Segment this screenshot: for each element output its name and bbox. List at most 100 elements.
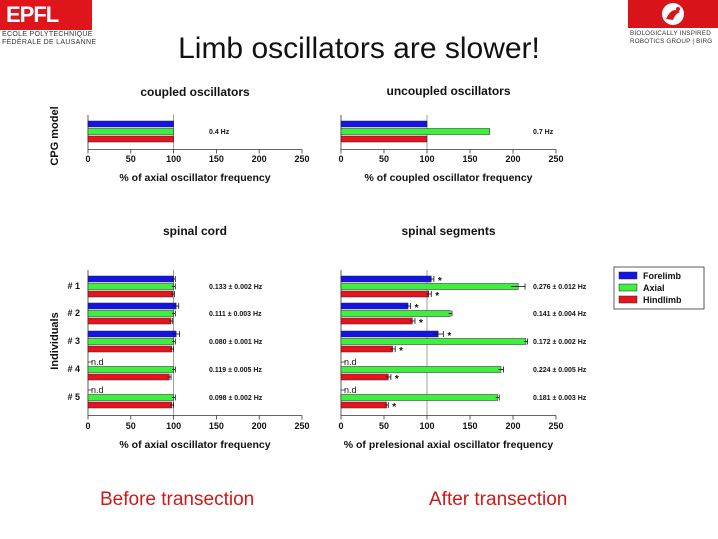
frequency-label: 0.141 ± 0.004 Hz bbox=[533, 311, 587, 318]
row-label: # 2 bbox=[67, 308, 80, 318]
x-tick-label: 100 bbox=[166, 154, 181, 164]
x-tick-label: 150 bbox=[209, 421, 224, 431]
x-tick-label: 150 bbox=[209, 154, 224, 164]
frequency-label: 0.119 ± 0.005 Hz bbox=[209, 367, 262, 374]
nd-label: n.d bbox=[91, 385, 104, 395]
x-tick-label: 0 bbox=[85, 154, 90, 164]
epfl-logo-line1: ÉCOLE POLYTECHNIQUE bbox=[2, 31, 93, 38]
panel-title: spinal cord bbox=[163, 224, 227, 238]
x-tick-label: 100 bbox=[419, 421, 434, 431]
bar-hindlimb bbox=[87, 317, 172, 325]
bar-hindlimb bbox=[87, 290, 173, 298]
bar-axial bbox=[340, 338, 527, 345]
bar-forelimb bbox=[87, 120, 174, 128]
x-tick-label: 250 bbox=[294, 154, 309, 164]
significance-star: * bbox=[392, 402, 396, 413]
frequency-label: 0.080 ± 0.001 Hz bbox=[209, 339, 263, 346]
x-tick-label: 150 bbox=[462, 154, 477, 164]
bar-axial bbox=[340, 283, 519, 290]
x-tick-label: 200 bbox=[252, 154, 267, 164]
nd-label: n.d bbox=[91, 357, 104, 367]
epfl-logo: EPFL ÉCOLE POLYTECHNIQUE FÉDÉRALE DE LAU… bbox=[0, 0, 97, 48]
birg-logo-bar bbox=[628, 0, 718, 28]
significance-star: * bbox=[415, 303, 419, 314]
legend-label-hindlimb: Hindlimb bbox=[643, 295, 682, 305]
bar-hindlimb bbox=[87, 401, 173, 409]
frequency-label: 0.7 Hz bbox=[533, 129, 554, 136]
x-tick-label: 150 bbox=[462, 421, 477, 431]
significance-star: * bbox=[438, 276, 442, 287]
row-label: # 4 bbox=[67, 364, 80, 374]
legend-swatch-hindlimb bbox=[618, 295, 638, 304]
bar-forelimb bbox=[340, 330, 439, 338]
bar-hindlimb bbox=[340, 345, 393, 353]
bar-axial bbox=[340, 394, 498, 401]
legend-label-forelimb: Forelimb bbox=[643, 271, 682, 281]
bar-forelimb bbox=[87, 275, 174, 283]
bar-hindlimb bbox=[340, 135, 428, 143]
nd-label: n.d bbox=[344, 357, 357, 367]
significance-star: * bbox=[419, 318, 423, 329]
x-tick-label: 100 bbox=[166, 421, 181, 431]
bar-hindlimb bbox=[340, 401, 387, 409]
bar-hindlimb bbox=[87, 135, 174, 143]
frequency-label: 0.276 ± 0.012 Hz bbox=[533, 284, 587, 291]
frequency-label: 0.111 ± 0.003 Hz bbox=[209, 311, 262, 318]
row-label: # 3 bbox=[67, 336, 80, 346]
panel-title: coupled oscillators bbox=[140, 85, 250, 99]
panel-title: spinal segments bbox=[401, 224, 495, 238]
x-tick-label: 0 bbox=[338, 154, 343, 164]
epfl-logo-line2: FÉDÉRALE DE LAUSANNE bbox=[2, 39, 97, 46]
x-axis-label: % of coupled oscillator frequency bbox=[364, 172, 532, 184]
birg-logo-line1: BIOLOGICALLY INSPIRED bbox=[630, 30, 711, 37]
x-tick-label: 100 bbox=[419, 154, 434, 164]
bar-axial bbox=[340, 310, 451, 317]
x-tick-label: 200 bbox=[505, 154, 520, 164]
cpg-model-ylabel: CPG model bbox=[49, 106, 61, 165]
x-tick-label: 250 bbox=[294, 421, 309, 431]
bar-forelimb bbox=[340, 275, 432, 283]
bar-hindlimb bbox=[87, 345, 173, 353]
bar-hindlimb bbox=[340, 373, 389, 381]
bar-axial bbox=[87, 128, 174, 135]
x-tick-label: 50 bbox=[126, 154, 136, 164]
panel-title: uncoupled oscillators bbox=[386, 84, 510, 98]
frequency-label: 0.172 ± 0.002 Hz bbox=[533, 339, 587, 346]
x-tick-label: 200 bbox=[505, 421, 520, 431]
x-tick-label: 50 bbox=[379, 421, 389, 431]
bar-forelimb bbox=[340, 302, 409, 310]
x-tick-label: 0 bbox=[338, 421, 343, 431]
legend-swatch-forelimb bbox=[618, 271, 638, 280]
epfl-logo-bar bbox=[0, 0, 92, 30]
row-label: # 1 bbox=[67, 281, 80, 291]
bar-forelimb bbox=[87, 330, 177, 338]
bar-hindlimb bbox=[87, 373, 170, 381]
bar-axial bbox=[340, 366, 502, 373]
x-tick-label: 50 bbox=[379, 154, 389, 164]
epfl-logo-mark: EPFL bbox=[6, 2, 59, 27]
frequency-label: 0.181 ± 0.003 Hz bbox=[533, 395, 587, 402]
slide-title: Limb oscillators are slower! bbox=[178, 32, 540, 65]
individuals-ylabel: Individuals bbox=[49, 312, 61, 369]
footer-before-transection: Before transection bbox=[100, 489, 255, 510]
bar-axial bbox=[87, 366, 174, 373]
bar-axial bbox=[340, 128, 491, 135]
bar-forelimb bbox=[87, 302, 177, 310]
frequency-label: 0.133 ± 0.002 Hz bbox=[209, 284, 263, 291]
birg-logo: BIOLOGICALLY INSPIRED ROBOTICS GROUP | B… bbox=[628, 0, 718, 48]
significance-star: * bbox=[399, 346, 403, 357]
x-tick-label: 0 bbox=[85, 421, 90, 431]
frequency-label: 0.098 ± 0.002 Hz bbox=[209, 395, 263, 402]
bar-axial bbox=[87, 283, 174, 290]
frequency-label: 0.4 Hz bbox=[209, 129, 230, 136]
bar-axial bbox=[87, 394, 174, 401]
x-axis-label: % of prelesional axial oscillator freque… bbox=[344, 439, 554, 451]
frequency-label: 0.224 ± 0.005 Hz bbox=[533, 367, 587, 374]
x-tick-label: 250 bbox=[548, 421, 563, 431]
footer-after-transection: After transection bbox=[429, 489, 568, 510]
significance-star: * bbox=[447, 331, 451, 342]
significance-star: * bbox=[395, 374, 399, 385]
birg-logo-line2: ROBOTICS GROUP | BIRG bbox=[630, 38, 713, 45]
bar-forelimb bbox=[340, 120, 428, 128]
